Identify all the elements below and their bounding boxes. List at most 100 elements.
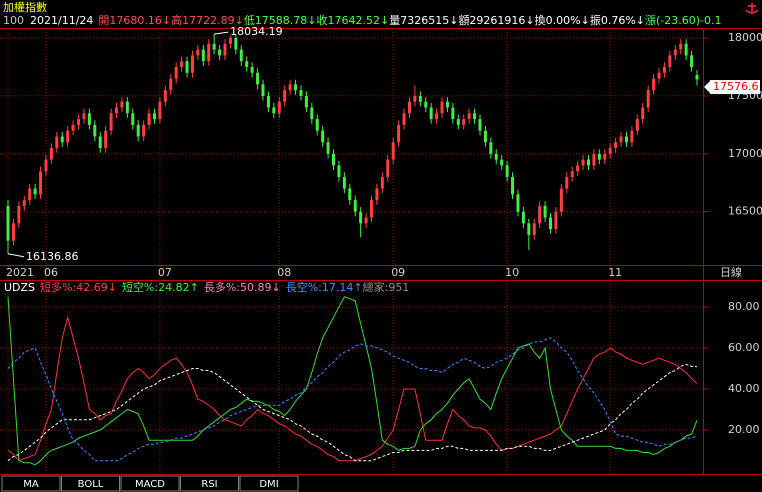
candle-body [614, 142, 618, 149]
candle-body [646, 90, 650, 108]
candle-body [136, 124, 140, 137]
candle-body [272, 107, 276, 114]
y-tick-label: 40.00 [728, 382, 760, 395]
candle-body [201, 49, 205, 62]
candle-body [369, 200, 373, 218]
tab-box [1, 475, 61, 492]
tab-label[interactable]: MACD [135, 479, 165, 490]
tab-label[interactable]: RSI [201, 479, 217, 490]
candle-body [657, 72, 661, 79]
candle-body [581, 159, 585, 166]
x-tick-label: 07 [158, 266, 172, 279]
code: 100 [3, 14, 24, 27]
candle-body [435, 113, 439, 120]
candle-body [228, 38, 232, 44]
candle-body [608, 148, 612, 154]
candle-body [98, 136, 102, 149]
candle-body [679, 43, 683, 50]
low-pointer [7, 253, 25, 258]
candle-body [321, 130, 325, 143]
candle-body [445, 101, 449, 108]
legend-sep: : [154, 281, 158, 294]
candle-body [543, 205, 547, 218]
candle-body [245, 61, 249, 67]
legend: UDZS 短多%:42.69↓ 短空%:24.82↑ 長多%:50.89↓ 長空%:17… [4, 280, 409, 294]
candle-body [304, 95, 308, 108]
candle-body [467, 113, 471, 120]
candle-body [635, 119, 639, 131]
candle-body [66, 130, 70, 143]
tab[interactable]: DMI [239, 475, 299, 492]
candle-body [413, 95, 417, 102]
candle-body [402, 113, 406, 125]
tab[interactable]: BOLL [61, 475, 120, 492]
candle-body [180, 61, 184, 67]
legend-trend: ↑ [353, 281, 362, 294]
candle-body [315, 119, 319, 131]
tab[interactable]: MA [1, 475, 61, 492]
candle-body [532, 223, 536, 235]
candle-body [576, 165, 580, 172]
candle-body [39, 171, 43, 195]
candle-body [418, 95, 422, 102]
candle-body [125, 101, 129, 114]
tab[interactable]: RSI [180, 475, 239, 492]
quote-item: 振0.76%↓ [590, 13, 645, 27]
candle-body [473, 113, 477, 120]
candle-body [407, 101, 411, 114]
candle-body [147, 113, 151, 125]
y-tick-label: 17000 [728, 147, 762, 160]
legend-trend: ↓ [272, 281, 281, 294]
y-tick-label: 60.00 [728, 341, 760, 354]
candle-body [261, 84, 265, 96]
candle-body [456, 119, 460, 125]
tab-label[interactable]: DMI [259, 479, 278, 490]
candle-body [266, 95, 270, 108]
candle-body [483, 130, 487, 143]
legend-trend: ↑ [190, 281, 199, 294]
candle-body [364, 217, 368, 224]
series-line [7, 337, 698, 462]
candle-body [71, 124, 75, 131]
candle-body [294, 84, 298, 91]
candle-body [386, 159, 390, 177]
legend-name: 短空% [122, 280, 154, 294]
tab-label[interactable]: BOLL [78, 479, 104, 490]
y-tick-label: 18000 [728, 31, 762, 44]
candle-body [326, 142, 330, 154]
candle-body [570, 171, 574, 177]
candle-body [592, 153, 596, 166]
legend-sep: : [318, 281, 322, 294]
legend-name: 長空% [286, 280, 318, 294]
candle-body [424, 101, 428, 108]
x-tick-label: 06 [44, 266, 58, 279]
tab-label[interactable]: MA [23, 479, 39, 490]
series-line [7, 363, 698, 462]
x-tick-label: 10 [505, 266, 519, 279]
candle-body [60, 136, 64, 143]
legend-name: 短多% [40, 280, 72, 294]
marker-pointer [704, 81, 710, 94]
high-pointer [214, 31, 229, 35]
candle-body [478, 119, 482, 131]
candle-body [49, 148, 53, 160]
quote-item: 高17722.89↓ [171, 13, 244, 27]
quote-item: 量7326515↓ [389, 14, 458, 27]
x-tick-label: 08 [277, 266, 291, 279]
candle-body [163, 90, 167, 102]
candle-body [380, 176, 384, 189]
legend-note: 總家:951 [363, 280, 410, 294]
tab[interactable]: MACD [120, 475, 180, 492]
candle-body [196, 49, 200, 56]
candle-body [310, 107, 314, 120]
low-label: 16136.86 [26, 250, 79, 263]
tab-box [239, 475, 299, 492]
marker-label: 17576.6 [713, 80, 759, 93]
date: 2021/11/24 [30, 14, 93, 27]
candle-body [131, 113, 135, 125]
candle-body [11, 223, 15, 241]
candle-body [218, 49, 222, 56]
legend-trend: ↓ [108, 281, 117, 294]
